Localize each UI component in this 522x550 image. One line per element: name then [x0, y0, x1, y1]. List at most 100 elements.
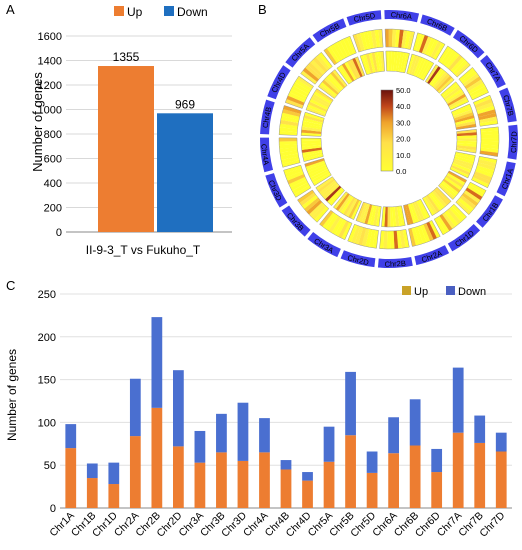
- color-scale-label: 20.0: [396, 135, 411, 144]
- chromosome-segment: [499, 87, 517, 123]
- chromosome-label: Chr4B: [261, 106, 274, 129]
- heat-cell: [362, 54, 372, 75]
- heat-cell: [308, 101, 328, 113]
- heat-cell: [293, 185, 312, 198]
- chromosome-label: Chr5D: [353, 11, 377, 24]
- heat-cell: [431, 190, 447, 208]
- heat-cell: [321, 79, 339, 95]
- heat-cell: [446, 172, 466, 186]
- heat-cell: [306, 162, 327, 173]
- heat-track-outline: [352, 28, 384, 53]
- chromosome-segment: [346, 10, 382, 26]
- heat-cell: [281, 159, 301, 168]
- bar-down: [259, 418, 270, 453]
- heat-cell: [479, 116, 498, 124]
- heat-cell: [278, 137, 298, 142]
- chromosome-label: Chr2D: [347, 253, 371, 267]
- heat-cell: [343, 196, 356, 216]
- heat-cell: [302, 149, 323, 156]
- heat-cell: [359, 31, 368, 51]
- heat-track-outline: [412, 32, 446, 61]
- heat-cell: [344, 61, 357, 81]
- heat-cell: [356, 32, 365, 52]
- bar-up: [474, 442, 486, 508]
- heat-cell: [436, 215, 450, 234]
- heat-cell: [426, 221, 437, 240]
- heat-cell: [303, 154, 324, 162]
- heat-track-outline: [384, 28, 415, 50]
- heat-cell: [452, 160, 473, 170]
- bar-down: [216, 413, 227, 453]
- heat-cell: [279, 127, 298, 133]
- heat-cell: [480, 126, 499, 133]
- heat-cell: [371, 52, 378, 73]
- heat-cell: [445, 174, 464, 188]
- heat-cell: [279, 150, 299, 157]
- chromosome-segment: [265, 173, 288, 208]
- heat-cell: [322, 212, 336, 229]
- y-tick-label: 1400: [38, 56, 62, 68]
- heat-cell: [480, 147, 499, 153]
- heat-cell: [369, 229, 376, 248]
- heat-cell: [368, 52, 376, 73]
- heat-cell: [454, 153, 475, 162]
- heat-cell: [479, 150, 499, 157]
- heat-cell: [479, 120, 498, 127]
- heat-cell: [478, 112, 497, 121]
- bar-up: [388, 453, 399, 508]
- heat-cell: [429, 220, 441, 239]
- heat-cell: [455, 118, 476, 126]
- heat-cell: [418, 199, 431, 219]
- heat-track-outline: [278, 137, 301, 168]
- heat-cell: [280, 116, 300, 124]
- heat-cell: [456, 135, 477, 139]
- heat-cell: [308, 202, 325, 218]
- chromosome-label: Chr5B: [318, 21, 341, 39]
- heat-cell: [325, 214, 339, 231]
- heat-cell: [291, 182, 310, 195]
- heat-cell: [370, 205, 377, 226]
- y-tick-label: 200: [38, 332, 56, 344]
- heat-cell: [414, 226, 424, 245]
- heat-cell: [346, 36, 357, 55]
- heat-cell: [294, 79, 312, 92]
- heat-track-outline: [283, 164, 312, 198]
- heat-track-outline: [403, 198, 431, 226]
- heat-cell: [386, 230, 391, 250]
- heat-cell: [383, 230, 388, 249]
- heat-cell: [396, 230, 402, 249]
- heat-cell: [340, 195, 354, 215]
- chromosome-label: Chr7B: [501, 94, 515, 117]
- heat-track-outline: [355, 201, 382, 227]
- heat-cell: [478, 156, 498, 164]
- heat-cell: [301, 140, 322, 144]
- panel-label-a: A: [6, 2, 15, 17]
- bar-down: [323, 426, 335, 462]
- chromosome-label: Chr4D: [270, 70, 288, 94]
- heat-cell: [417, 225, 427, 244]
- c-y-axis-label: Number of genes: [5, 349, 19, 441]
- heat-cell: [319, 210, 334, 227]
- heat-cell: [365, 228, 373, 248]
- heat-track-outline: [317, 69, 348, 99]
- heat-cell: [461, 192, 479, 207]
- heat-cell: [360, 54, 369, 75]
- heat-cell: [367, 30, 374, 49]
- heat-track-outline: [300, 51, 333, 85]
- heat-cell: [304, 158, 325, 167]
- heat-cell: [453, 109, 473, 119]
- heat-track-outline: [455, 181, 487, 216]
- heat-cell: [402, 229, 410, 248]
- heat-cell: [315, 88, 334, 102]
- color-scale-label: 40.0: [396, 102, 411, 111]
- heat-cell: [393, 51, 398, 72]
- heat-cell: [280, 119, 299, 127]
- heat-cell: [381, 206, 386, 227]
- heat-track-outline: [304, 158, 332, 187]
- heat-track-outline: [437, 170, 468, 200]
- panel-label-b: B: [258, 2, 267, 17]
- heat-cell: [310, 96, 330, 108]
- heat-track-outline: [315, 176, 345, 206]
- heat-cell: [287, 173, 306, 185]
- heat-cell: [442, 178, 461, 193]
